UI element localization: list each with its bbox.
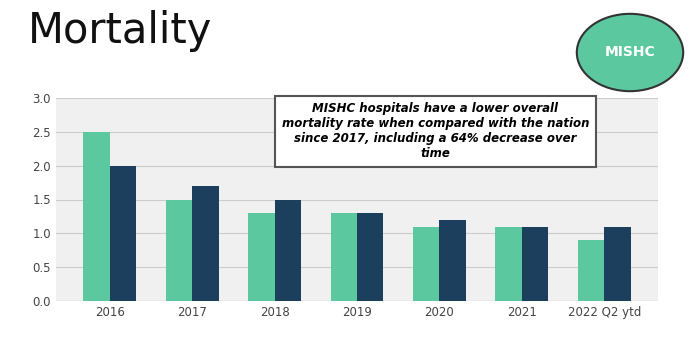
Bar (357, 213, 384, 301)
Bar (522, 226, 548, 301)
Ellipse shape (577, 14, 683, 91)
Bar (496, 226, 522, 301)
Bar (248, 213, 274, 301)
Bar (578, 240, 604, 301)
Text: MISHC: MISHC (605, 46, 655, 60)
Bar (604, 226, 631, 301)
Text: MISHC hospitals have a lower overall
mortality rate when compared with the natio: MISHC hospitals have a lower overall mor… (281, 102, 589, 160)
Bar (413, 226, 440, 301)
Text: Mortality: Mortality (28, 10, 212, 52)
Bar (193, 186, 218, 301)
Bar (330, 213, 357, 301)
Bar (166, 199, 193, 301)
Bar (83, 132, 110, 301)
Bar (274, 199, 301, 301)
Bar (110, 166, 136, 301)
Bar (440, 220, 466, 301)
